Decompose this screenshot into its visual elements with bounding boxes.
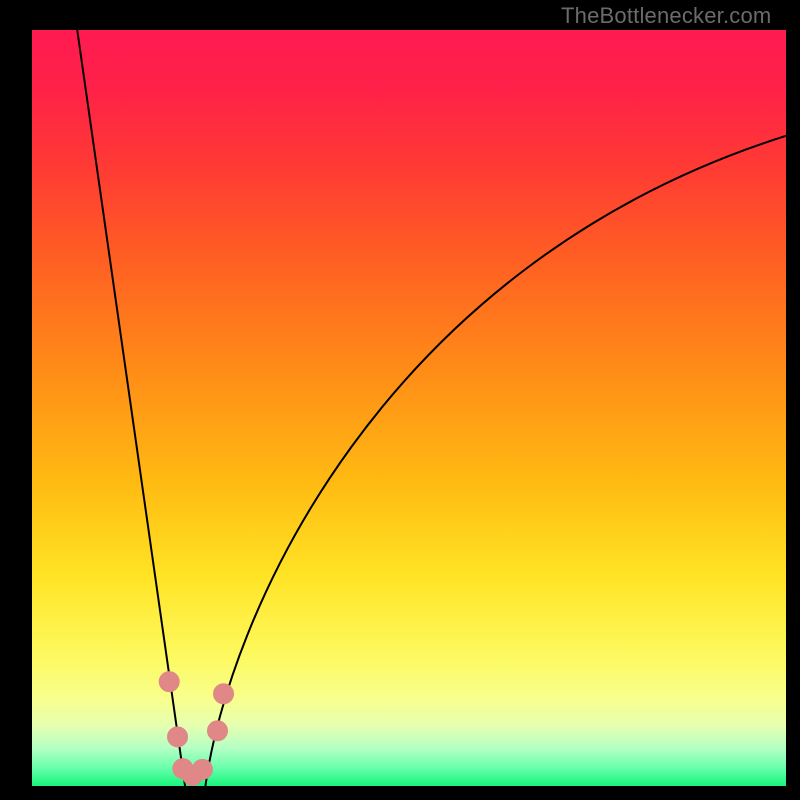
- data-point-marker: [192, 759, 212, 779]
- data-point-marker: [168, 727, 188, 747]
- data-point-marker: [207, 721, 227, 741]
- watermark-text: TheBottlenecker.com: [561, 3, 771, 29]
- chart-plot-area: [32, 30, 786, 786]
- chart-svg: [32, 30, 786, 786]
- chart-background-gradient: [32, 30, 786, 786]
- data-point-marker: [214, 684, 234, 704]
- data-point-marker: [159, 672, 179, 692]
